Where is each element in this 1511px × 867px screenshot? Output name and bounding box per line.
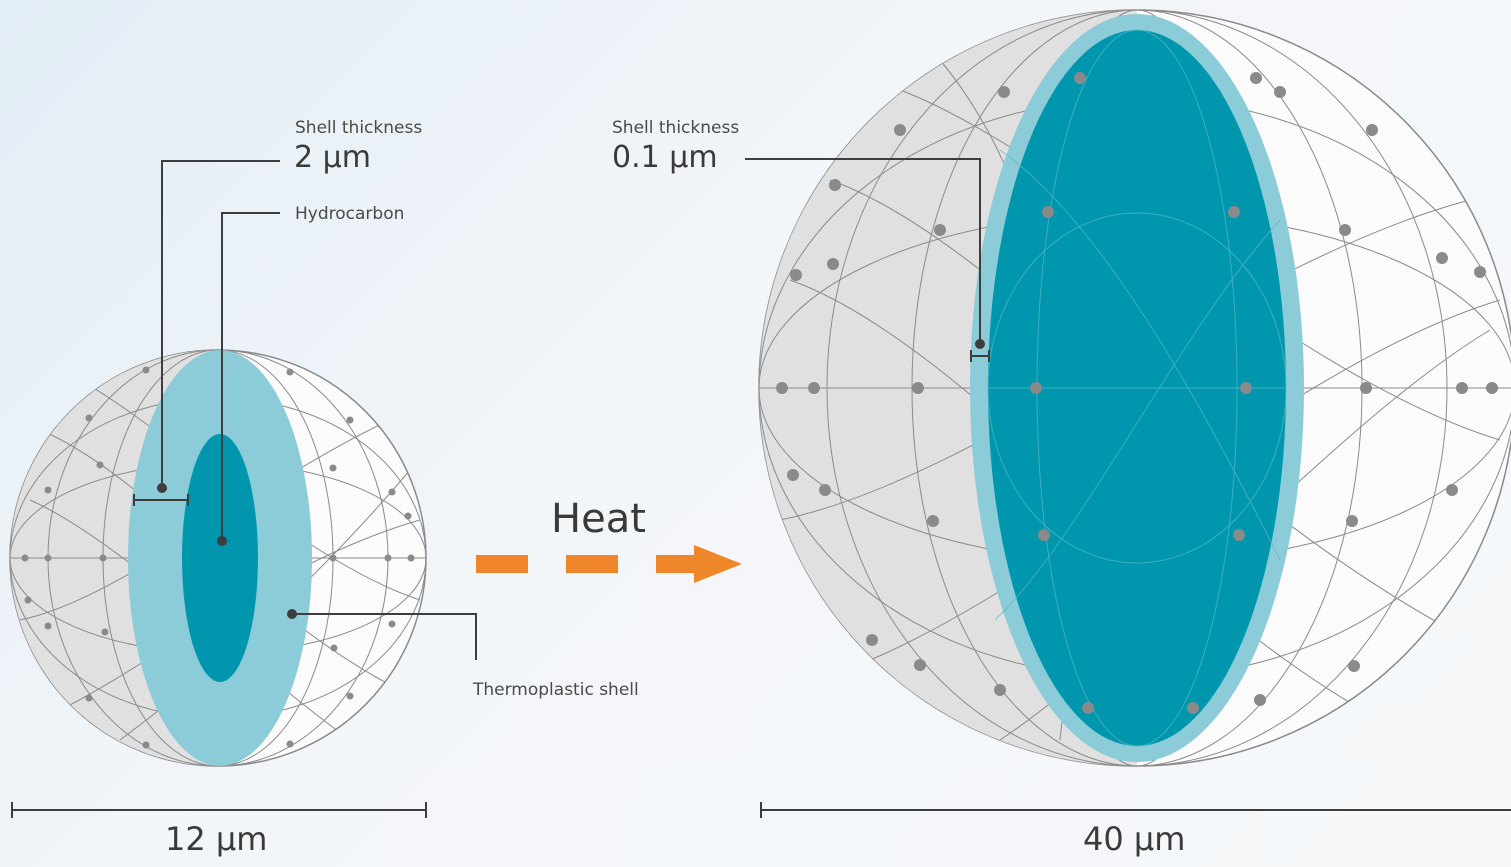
small-shell-thickness-value: 2 µm <box>294 140 371 175</box>
heat-arrow <box>476 545 742 583</box>
small-diameter-label: 12 µm <box>165 820 268 858</box>
large-microsphere <box>758 9 1511 767</box>
small-microsphere <box>9 349 427 767</box>
large-shell-thickness-label: Shell thickness <box>612 118 740 138</box>
large-shell-thickness-value: 0.1 µm <box>612 140 718 175</box>
hydrocarbon-label: Hydrocarbon <box>295 204 405 224</box>
large-diameter-label: 40 µm <box>1083 820 1186 858</box>
heat-label: Heat <box>551 496 646 542</box>
thermoplastic-shell-pointer-dot <box>287 609 297 619</box>
small-sphere-nodes <box>21 350 415 766</box>
thermoplastic-shell-leader-line <box>292 613 477 660</box>
large-shell-thickness-pointer-dot <box>975 339 985 349</box>
heat-arrow-head <box>694 545 742 583</box>
hydrocarbon-leader-line <box>221 212 280 541</box>
small-hydrocarbon-core <box>182 434 258 682</box>
small-shell-thickness-label: Shell thickness <box>295 118 423 138</box>
shell-thickness-pointer-dot <box>157 483 167 493</box>
hydrocarbon-pointer-dot <box>217 536 227 546</box>
large-core-wireframe <box>987 29 1287 747</box>
thermoplastic-shell-label: Thermoplastic shell <box>473 680 639 700</box>
large-shell-thickness-leader-line <box>745 158 981 344</box>
large-sphere-callouts <box>745 158 990 362</box>
shell-thickness-leader-line <box>161 160 280 488</box>
scale-bars <box>11 802 1511 818</box>
small-sphere-callouts <box>133 160 477 660</box>
large-core-nodes <box>1030 72 1252 714</box>
